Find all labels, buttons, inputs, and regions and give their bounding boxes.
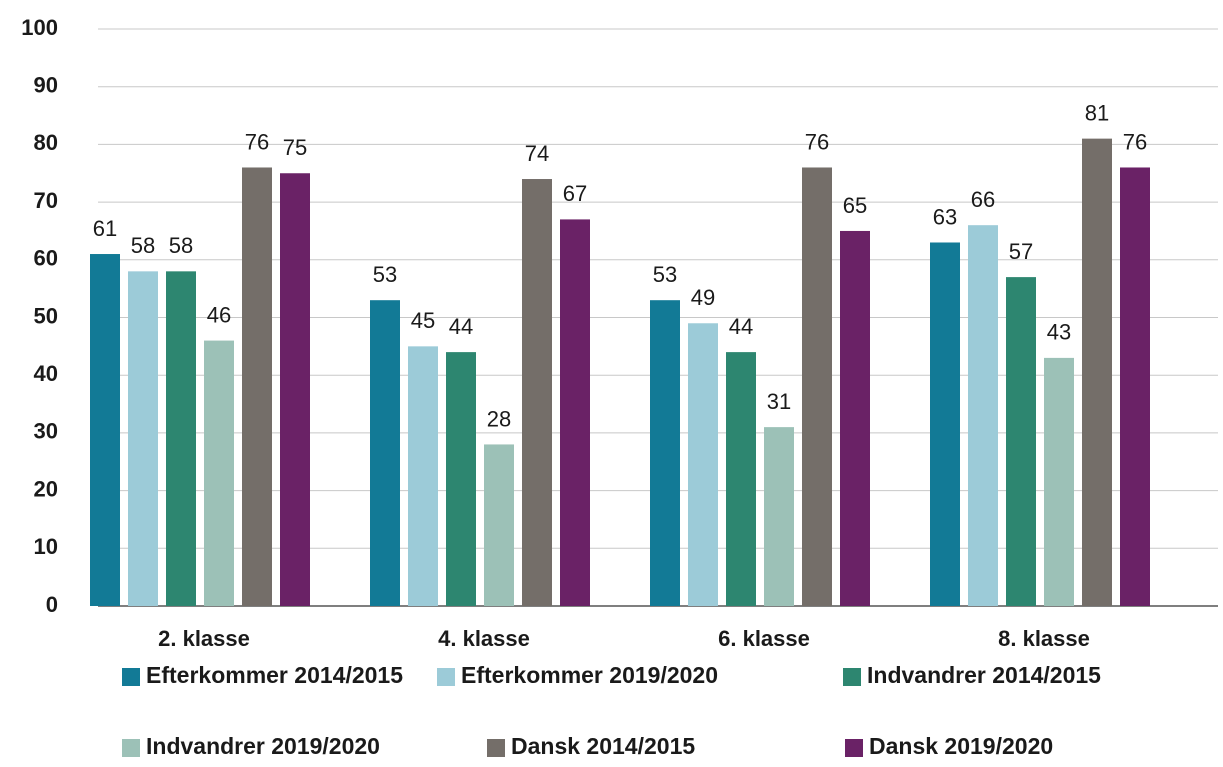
legend-label: Indvandrer 2014/2015 — [867, 662, 1101, 688]
data-label: 67 — [563, 181, 587, 206]
x-tick-label: 8. klasse — [998, 626, 1090, 651]
y-tick-label: 0 — [46, 592, 58, 617]
y-tick-label: 10 — [34, 534, 58, 559]
data-label: 66 — [971, 187, 995, 212]
y-tick-label: 40 — [34, 361, 58, 386]
data-label: 58 — [169, 233, 193, 258]
data-label: 44 — [729, 314, 753, 339]
legend-label: Efterkommer 2014/2015 — [146, 662, 403, 688]
bar — [968, 225, 998, 606]
bar — [484, 444, 514, 606]
legend-swatch — [122, 739, 140, 757]
bar — [1044, 357, 1074, 606]
bar — [1082, 138, 1112, 606]
data-label: 76 — [805, 129, 829, 154]
bar — [688, 323, 718, 606]
bar — [166, 271, 196, 606]
data-label: 43 — [1047, 320, 1071, 345]
data-label: 75 — [283, 135, 307, 160]
bar — [560, 219, 590, 606]
bar — [726, 352, 756, 606]
legend-swatch — [843, 668, 861, 686]
bar — [930, 242, 960, 607]
bar — [128, 271, 158, 606]
bar — [522, 179, 552, 606]
data-label: 49 — [691, 285, 715, 310]
data-label: 53 — [373, 262, 397, 287]
data-label: 57 — [1009, 239, 1033, 264]
data-label: 28 — [487, 406, 511, 431]
y-tick-label: 80 — [34, 130, 58, 155]
bar — [204, 340, 234, 606]
data-label: 44 — [449, 314, 473, 339]
data-label: 58 — [131, 233, 155, 258]
y-tick-label: 50 — [34, 303, 58, 328]
data-label: 76 — [1123, 129, 1147, 154]
legend-label: Indvandrer 2019/2020 — [146, 733, 380, 759]
bar — [1006, 277, 1036, 606]
data-label: 45 — [411, 308, 435, 333]
legend-swatch — [122, 668, 140, 686]
bar — [242, 167, 272, 607]
data-label: 53 — [653, 262, 677, 287]
bar — [408, 346, 438, 606]
legend-label: Dansk 2014/2015 — [511, 733, 695, 759]
bar — [370, 300, 400, 606]
legend-label: Dansk 2019/2020 — [869, 733, 1053, 759]
bar — [764, 427, 794, 606]
bar — [280, 173, 310, 606]
bar — [840, 230, 870, 606]
bar — [802, 167, 832, 607]
data-label: 81 — [1085, 100, 1109, 125]
legend-label: Efterkommer 2019/2020 — [461, 662, 718, 688]
y-tick-label: 70 — [34, 188, 58, 213]
y-tick-label: 60 — [34, 246, 58, 271]
y-tick-label: 90 — [34, 73, 58, 98]
legend-swatch — [845, 739, 863, 757]
bar — [90, 254, 120, 606]
y-tick-label: 30 — [34, 419, 58, 444]
bar — [650, 300, 680, 606]
bar — [446, 352, 476, 606]
x-tick-label: 6. klasse — [718, 626, 810, 651]
bar — [1120, 167, 1150, 607]
x-tick-label: 4. klasse — [438, 626, 530, 651]
y-tick-label: 20 — [34, 476, 58, 501]
legend-swatch — [487, 739, 505, 757]
data-label: 76 — [245, 129, 269, 154]
legend-swatch — [437, 668, 455, 686]
data-label: 46 — [207, 302, 231, 327]
data-label: 74 — [525, 141, 549, 166]
data-label: 61 — [93, 216, 117, 241]
x-tick-label: 2. klasse — [158, 626, 250, 651]
data-label: 31 — [767, 389, 791, 414]
y-tick-label: 100 — [21, 15, 58, 40]
data-label: 65 — [843, 193, 867, 218]
data-label: 63 — [933, 204, 957, 229]
